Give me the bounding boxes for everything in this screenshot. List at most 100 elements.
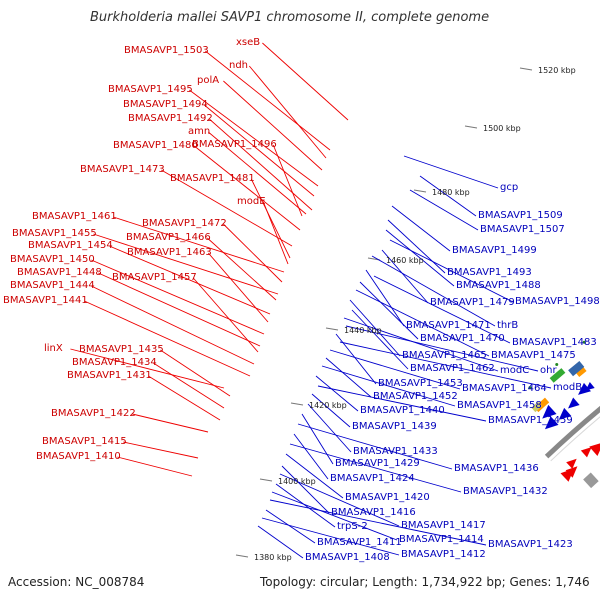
feature-block xyxy=(574,364,587,378)
forward-gene-label: BMASAVP1_1495 xyxy=(108,84,193,95)
map-title: Burkholderia mallei SAVP1 chromosome II,… xyxy=(90,10,490,25)
reverse-leader-line xyxy=(343,317,499,372)
forward-leader-line xyxy=(189,89,319,187)
forward-leader-line xyxy=(113,216,285,273)
reverse-gene-arrow xyxy=(544,416,559,430)
forward-gene-label: BMASAVP1_1503 xyxy=(124,45,209,56)
scale-tick-label: 1520 kbp xyxy=(538,66,576,75)
forward-leader-line xyxy=(192,277,259,353)
forward-gene-label: ndh xyxy=(229,60,249,71)
reverse-leader-line xyxy=(345,325,539,372)
reverse-leader-line xyxy=(355,289,490,357)
forward-leader-line xyxy=(262,42,349,121)
reverse-gene-label: gcp xyxy=(500,182,519,193)
reverse-leader-line xyxy=(307,403,352,453)
reverse-gene-label: BMASAVP1_1493 xyxy=(447,267,532,278)
forward-leader-line xyxy=(208,131,307,215)
forward-gene-label: BMASAVP1_1435 xyxy=(79,344,164,355)
forward-leader-line xyxy=(222,223,283,283)
reverse-leader-line xyxy=(317,385,487,422)
forward-leader-line xyxy=(132,413,209,433)
feature-layer xyxy=(235,67,600,558)
forward-gene-arrow xyxy=(566,458,577,469)
forward-leader-line xyxy=(93,233,279,295)
forward-gene-arrow xyxy=(560,468,574,482)
forward-gene-label: BMASAVP1_1415 xyxy=(42,436,127,447)
reverse-gene-label: BMASAVP1_1414 xyxy=(399,534,484,545)
reverse-leader-line xyxy=(365,269,405,327)
reverse-leader-line xyxy=(293,433,329,480)
forward-gene-label: BMASAVP1_1466 xyxy=(126,232,211,243)
forward-leader-line xyxy=(91,285,255,365)
reverse-gene-label: modC xyxy=(500,365,530,376)
scale-tick-label: 1500 kbp xyxy=(483,124,521,133)
reverse-leader-line xyxy=(301,413,334,465)
forward-gene-label: BMASAVP1_1455 xyxy=(12,228,97,239)
reverse-gene-label: trpS-2 xyxy=(337,521,368,532)
reverse-leader-line xyxy=(381,249,429,304)
reverse-leader-line xyxy=(391,205,451,252)
scale-tick-label: 1420 kbp xyxy=(309,401,347,410)
forward-gene-label: BMASAVP1_1454 xyxy=(28,240,113,251)
reverse-gene-label: BMASAVP1_1408 xyxy=(305,552,390,563)
forward-leader-line xyxy=(160,349,231,397)
reverse-leader-line xyxy=(387,219,446,274)
reverse-gene-label: BMASAVP1_1412 xyxy=(401,549,486,560)
forward-leader-line xyxy=(98,272,261,347)
reverse-leader-line xyxy=(279,473,400,527)
forward-gene-arrow xyxy=(580,447,592,458)
forward-leader-line xyxy=(148,375,221,421)
marker-dot xyxy=(528,386,532,390)
forward-leader-line xyxy=(205,50,331,151)
forward-gene-label: BMASAVP1_1480 xyxy=(113,140,198,151)
scale-tick xyxy=(259,478,273,482)
forward-leader-line xyxy=(109,245,271,315)
reverse-leader-line xyxy=(285,453,344,499)
forward-gene-label: BMASAVP1_1434 xyxy=(72,357,157,368)
reverse-gene-label: BMASAVP1_1416 xyxy=(331,507,416,518)
forward-leader-line xyxy=(206,237,277,301)
reverse-gene-label: BMASAVP1_1498 xyxy=(515,296,600,307)
forward-gene-label: BMASAVP1_1463 xyxy=(127,247,212,258)
reverse-leader-line xyxy=(275,483,336,528)
reverse-gene-arrow xyxy=(542,404,557,419)
feature-block xyxy=(568,361,585,377)
forward-leader-line xyxy=(223,80,323,171)
forward-gene-label: BMASAVP1_1496 xyxy=(192,139,277,150)
accession-text: Accession: NC_008784 xyxy=(8,575,145,589)
reverse-gene-label: BMASAVP1_1423 xyxy=(488,539,573,550)
reverse-gene-label: BMASAVP1_1507 xyxy=(480,224,565,235)
forward-leader-line xyxy=(250,178,291,259)
forward-gene-label: BMASAVP1_1461 xyxy=(32,211,117,222)
forward-gene-arrow xyxy=(589,443,600,456)
scale-tick xyxy=(290,402,304,406)
reverse-leader-line xyxy=(325,357,372,398)
forward-gene-label: linX xyxy=(44,343,63,354)
reverse-gene-label: BMASAVP1_1452 xyxy=(373,391,458,402)
forward-gene-label: BMASAVP1_1473 xyxy=(80,164,165,175)
reverse-gene-label: BMASAVP1_1479 xyxy=(430,297,515,308)
reverse-leader-line xyxy=(297,423,453,470)
forward-gene-label: BMASAVP1_1494 xyxy=(123,99,208,110)
reverse-gene-label: BMASAVP1_1411 xyxy=(317,537,402,548)
scale-tick xyxy=(413,189,427,193)
forward-leader-line xyxy=(91,259,265,335)
scale-tick-label: 1460 kbp xyxy=(386,256,424,265)
scale-tick xyxy=(325,327,339,331)
reverse-leader-line xyxy=(403,155,499,189)
forward-leader-line xyxy=(194,145,301,231)
forward-leader-line xyxy=(262,201,289,265)
reverse-leader-line xyxy=(371,255,496,327)
forward-leader-line xyxy=(117,456,193,477)
scale-tick-label: 1400 kbp xyxy=(278,477,316,486)
reverse-leader-line xyxy=(389,239,514,303)
reverse-gene-label: BMASAVP1_1475 xyxy=(491,350,576,361)
reverse-gene-label: BMASAVP1_1458 xyxy=(457,400,542,411)
reverse-gene-label: BMASAVP1_1509 xyxy=(478,210,563,221)
scale-tick xyxy=(519,67,533,71)
scale-tick-label: 1440 kbp xyxy=(344,326,382,335)
forward-gene-label: BMASAVP1_1472 xyxy=(142,218,227,229)
reverse-leader-line xyxy=(349,299,401,357)
reverse-leader-line xyxy=(385,229,455,287)
